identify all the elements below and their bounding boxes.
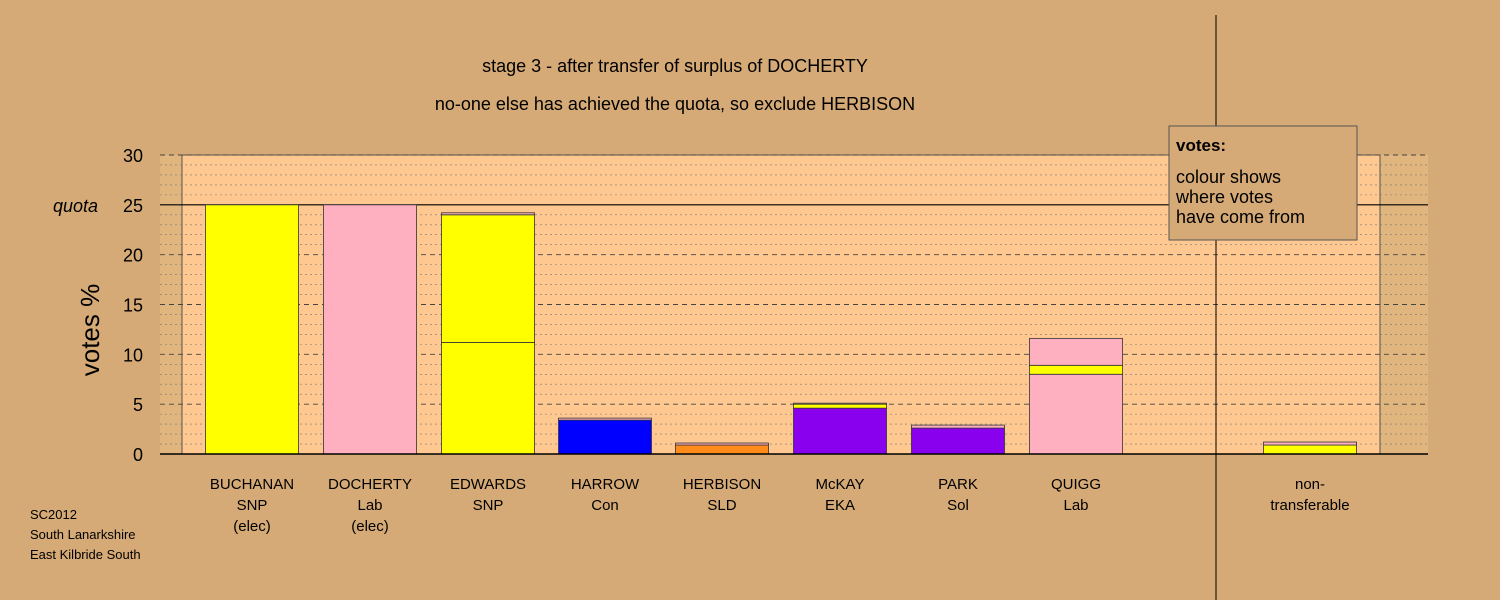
bar-segment [323, 204, 417, 455]
source-note: SC2012 South Lanarkshire East Kilbride S… [30, 507, 141, 562]
bar-segment [441, 214, 535, 343]
legend: votes: colour shows where votes have com… [1168, 125, 1358, 241]
legend-line-2: where votes [1175, 187, 1273, 207]
bar-segment [1029, 337, 1123, 366]
category-label: EDWARDS [450, 476, 526, 493]
bar-segment [441, 341, 535, 455]
bar-segment [441, 212, 535, 216]
y-axis-label: votes % [75, 284, 105, 377]
category-label: SNP [473, 497, 504, 514]
category-label: (elec) [351, 518, 389, 535]
y-tick-label: 25 [123, 196, 143, 216]
category-label: HERBISON [683, 476, 761, 493]
chart-subtitle: no-one else has achieved the quota, so e… [435, 94, 915, 114]
legend-line-1: colour shows [1176, 167, 1281, 187]
source-line-3: East Kilbride South [30, 547, 141, 562]
category-label: McKAY [816, 476, 865, 493]
legend-title: votes: [1176, 136, 1226, 155]
source-line-1: SC2012 [30, 507, 77, 522]
bar-segment [558, 417, 652, 421]
category-label: Lab [357, 497, 382, 514]
category-label: EKA [825, 497, 855, 514]
category-label: QUIGG [1051, 476, 1101, 493]
category-label: DOCHERTY [328, 476, 412, 493]
bars [205, 204, 1357, 455]
category-label: SNP [237, 497, 268, 514]
category-label: transferable [1270, 497, 1349, 514]
category-label: HARROW [571, 476, 640, 493]
y-tick-label: 15 [123, 296, 143, 316]
bar-segment [1029, 364, 1123, 375]
category-label: BUCHANAN [210, 476, 294, 493]
category-label: Lab [1063, 497, 1088, 514]
bar-segment [1263, 444, 1357, 455]
bar-segment [911, 427, 1005, 455]
category-label: Con [591, 497, 619, 514]
axes: 0 5 10 15 20 25 30 quota [53, 15, 1428, 600]
bar-segment [558, 419, 652, 455]
bar-segment [205, 204, 299, 455]
category-label: PARK [938, 476, 978, 493]
bar-segment [911, 424, 1005, 429]
category-label: non- [1295, 476, 1325, 493]
y-tick-label: 10 [123, 345, 143, 365]
bar-segment [793, 407, 887, 455]
category-label: Sol [947, 497, 969, 514]
category-label: SLD [707, 497, 736, 514]
y-tick-label: 30 [123, 146, 143, 166]
source-line-2: South Lanarkshire [30, 527, 136, 542]
quota-label: quota [53, 196, 98, 216]
bar-segment [1263, 441, 1357, 446]
y-tick-label: 0 [133, 445, 143, 465]
bar-segment [1029, 373, 1123, 455]
chart-title: stage 3 - after transfer of surplus of D… [482, 56, 868, 76]
y-tick-label: 20 [123, 246, 143, 266]
legend-box [1168, 125, 1358, 241]
bar-segment [793, 402, 887, 405]
bar-segment [675, 444, 769, 455]
legend-line-3: have come from [1176, 207, 1305, 227]
category-label: (elec) [233, 518, 271, 535]
y-tick-label: 5 [133, 395, 143, 415]
bar-segment [675, 442, 769, 446]
bar-segment [793, 403, 887, 409]
category-labels: BUCHANAN SNP (elec) DOCHERTY Lab (elec) EDWARD… [210, 476, 1350, 535]
